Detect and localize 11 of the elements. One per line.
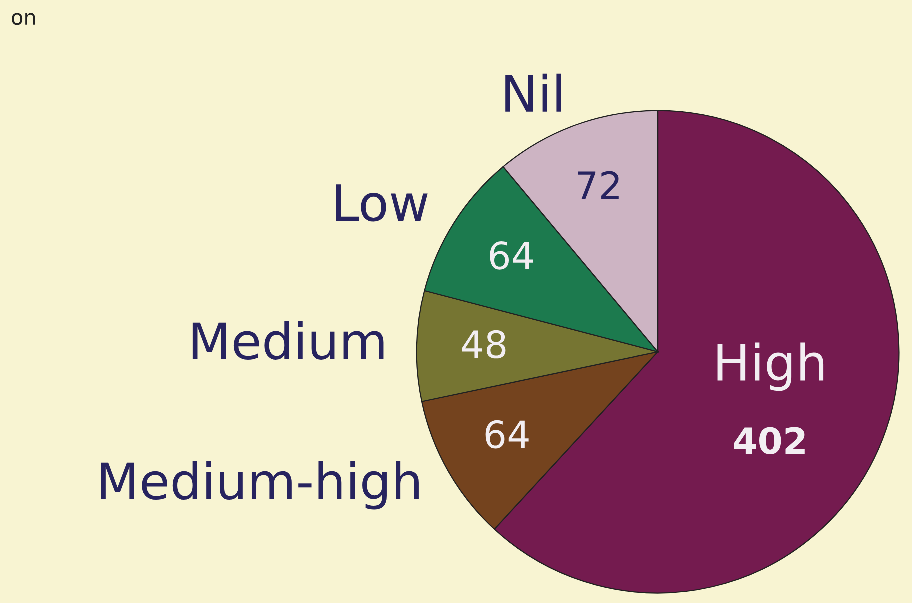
data-label: 48: [462, 330, 506, 359]
data-label: 72: [578, 171, 619, 200]
slice-label: Low: [336, 184, 428, 222]
slice-label: High: [718, 342, 824, 392]
data-label: 64: [490, 241, 534, 270]
slice-label: Nil: [506, 74, 562, 112]
slice-label: Medium-high: [101, 461, 419, 510]
slice-label: Medium: [192, 321, 384, 360]
text: on: [12, 13, 36, 26]
data-label: 64: [486, 420, 529, 449]
data-label: 402: [734, 427, 805, 455]
